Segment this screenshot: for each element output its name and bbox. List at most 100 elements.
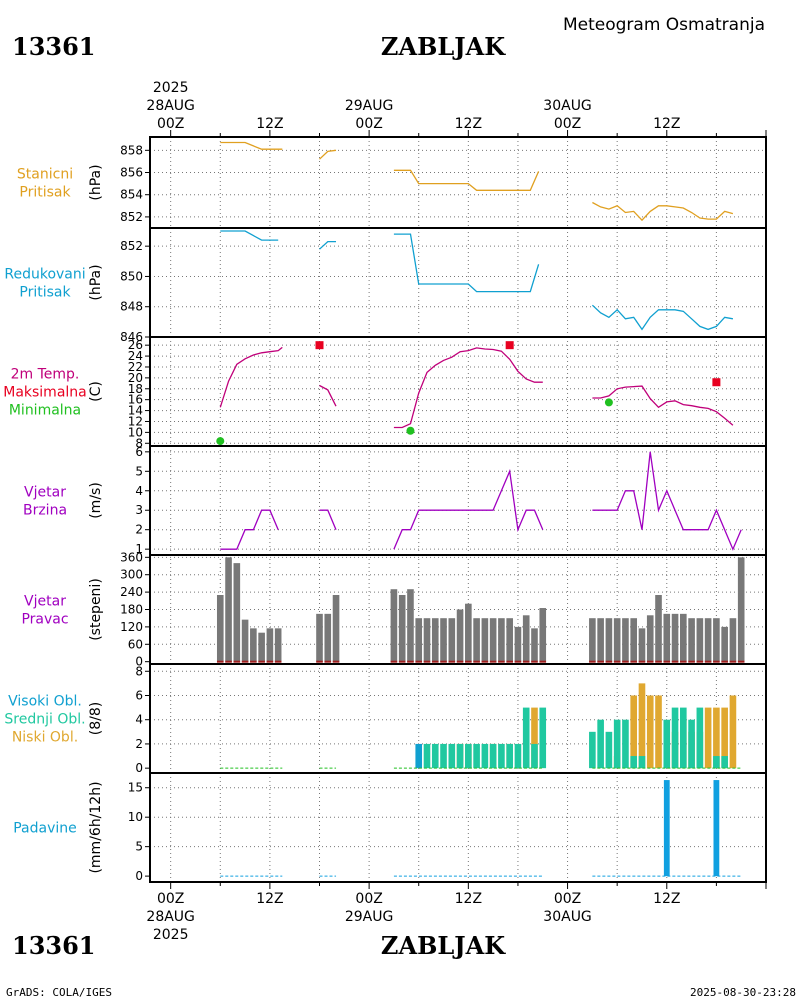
ytick-label-station-pressure: 854	[120, 188, 143, 202]
bar-wind-direction	[605, 618, 613, 662]
ytick-label-temperature: 12	[128, 414, 143, 428]
bar-cloud-mid	[431, 743, 439, 769]
bar-cloud-mid	[514, 743, 522, 769]
bar-precipitation	[663, 780, 670, 877]
panel-label-temperature: Minimalna	[9, 403, 81, 419]
panel-wind-speed: 1 2 3 4 5 6 (m/s) Vjetar Brzina	[23, 445, 767, 556]
ytick-label-precipitation: 5	[135, 840, 143, 854]
footer-credit: GrADS: COLA/IGES	[6, 986, 112, 999]
bar-wind-direction	[622, 618, 629, 662]
marker-max-temperature	[505, 341, 514, 350]
ytick-label-temperature: 10	[128, 425, 143, 439]
xlabel-bottom-date: 28AUG	[146, 909, 195, 925]
series-line-station-pressure	[393, 169, 540, 191]
bar-wind-direction	[729, 618, 737, 662]
bar-cloud-mid	[663, 719, 671, 769]
ytick-label-temperature: 24	[128, 349, 143, 363]
bar-cloud-low	[630, 695, 638, 769]
bar-wind-direction	[539, 608, 547, 662]
data-reduced-pressure	[220, 230, 734, 331]
bar-wind-direction	[415, 618, 423, 662]
panel-label-precipitation: Padavine	[13, 821, 77, 837]
bar-wind-direction	[589, 618, 596, 662]
bar-cloud-low	[729, 695, 737, 769]
bar-wind-direction	[630, 618, 638, 662]
bar-wind-direction	[522, 615, 530, 662]
unit-label-wind-direction: (stepeni)	[88, 578, 104, 641]
series-line-temperature	[393, 347, 543, 429]
panel-station-pressure: 852 854 856 858 (hPa) Stanicni Pritisak	[17, 136, 767, 229]
bar-cloud-mid	[589, 731, 596, 769]
bar-wind-direction	[597, 618, 604, 662]
bar-wind-direction	[696, 618, 704, 662]
panel-label-cloud-cover: Visoki Obl.	[8, 694, 82, 710]
bar-cloud-mid	[622, 719, 629, 769]
ytick-label-temperature: 20	[128, 371, 143, 385]
bar-cloud-mid	[671, 707, 679, 769]
ytick-label-wind-speed: 5	[135, 464, 143, 478]
ytick-label-temperature: 14	[128, 404, 143, 418]
bar-wind-direction	[713, 618, 720, 662]
ytick-label-reduced-pressure: 850	[120, 269, 143, 283]
bar-cloud-mid	[597, 719, 604, 769]
ytick-label-wind-direction: 180	[120, 603, 143, 617]
series-line-wind-speed	[393, 468, 544, 550]
data-cloud-cover	[220, 683, 742, 769]
bar-wind-direction	[704, 618, 712, 662]
bar-wind-direction	[473, 618, 480, 662]
ytick-label-wind-speed: 3	[135, 503, 143, 517]
xlabel-top-date: 30AUG	[543, 98, 592, 114]
marker-min-temperature	[604, 398, 613, 407]
bar-wind-direction	[680, 613, 687, 662]
bar-wind-direction	[506, 618, 513, 662]
bar-cloud-mid	[531, 743, 538, 769]
unit-label-wind-speed: (m/s)	[88, 482, 104, 519]
xlabel-bottom-hour: 12Z	[455, 891, 482, 907]
ytick-label-wind-direction: 120	[120, 620, 143, 634]
station-name-top: ZABLJAK	[381, 32, 506, 61]
data-precipitation	[220, 780, 742, 877]
panel-label-wind-speed: Brzina	[23, 503, 67, 519]
bar-wind-direction	[481, 618, 489, 662]
bar-cloud-mid	[522, 707, 530, 769]
panel-label-temperature: 2m Temp.	[11, 367, 80, 383]
bar-wind-direction	[721, 626, 728, 662]
xlabel-bottom-hour: 00Z	[554, 891, 581, 907]
xlabel-bottom-hour: 12Z	[653, 891, 680, 907]
ytick-label-cloud-cover: 8	[135, 664, 143, 678]
bar-wind-direction	[216, 595, 224, 662]
bar-wind-direction	[465, 603, 472, 662]
ytick-label-precipitation: 0	[135, 869, 143, 883]
bar-wind-direction	[688, 618, 695, 662]
bar-cloud-mid	[638, 756, 646, 769]
bar-wind-direction	[448, 618, 456, 662]
xlabel-top-hour: 12Z	[653, 116, 680, 132]
bar-wind-direction	[398, 595, 406, 662]
unit-label-station-pressure: (hPa)	[88, 164, 104, 200]
bar-cloud-mid	[489, 743, 497, 769]
bar-cloud-mid	[539, 707, 547, 769]
footer-timestamp: 2025-08-30-23:28	[690, 986, 796, 999]
bar-wind-direction	[274, 628, 282, 662]
x-axis-bottom: 00Z 28AUG 12Z 00Z 29AUG 12Z 00Z 30AUG 12Z 2025	[146, 882, 767, 943]
ytick-label-wind-direction: 0	[135, 655, 143, 669]
panel-label-station-pressure: Stanicni	[17, 167, 73, 183]
ytick-label-station-pressure: 856	[120, 166, 143, 180]
bar-wind-direction	[266, 628, 274, 662]
bar-cloud-low	[721, 707, 728, 769]
panel-label-wind-direction: Vjetar	[24, 594, 66, 610]
series-line-reduced-pressure	[319, 240, 336, 250]
ytick-label-wind-speed: 2	[135, 523, 143, 537]
bar-cloud-low	[646, 695, 654, 769]
xlabel-bottom-date: 30AUG	[543, 909, 592, 925]
ytick-label-cloud-cover: 4	[135, 713, 143, 727]
x-axis-top: 00Z 28AUG 12Z 00Z 29AUG 12Z 00Z 30AUG 12Z 2025	[146, 80, 767, 137]
bar-wind-direction	[332, 595, 340, 662]
chart-title: Meteogram Osmatranja	[563, 15, 765, 35]
bar-wind-direction	[423, 618, 431, 662]
bar-cloud-mid	[481, 743, 489, 769]
xlabel-bottom-hour: 00Z	[355, 891, 382, 907]
bar-cloud-mid	[456, 743, 464, 769]
